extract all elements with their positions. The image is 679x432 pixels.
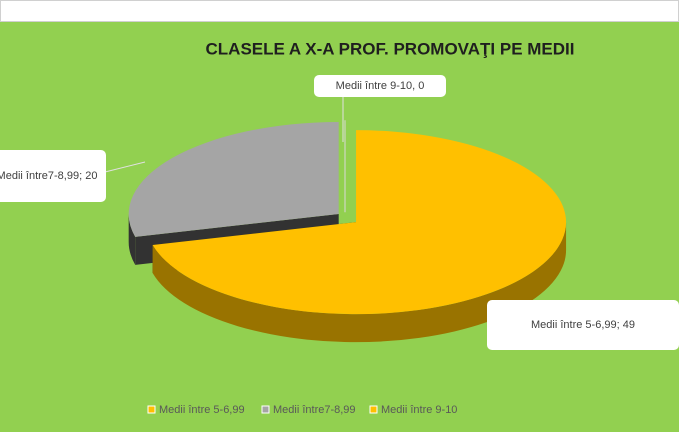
data-label: Medii între 5-6,99; 49 bbox=[487, 300, 679, 350]
legend-label: Medii între7-8,99 bbox=[273, 404, 356, 416]
legend-label: Medii între 9-10 bbox=[381, 404, 457, 416]
legend-label: Medii între 5-6,99 bbox=[159, 404, 245, 416]
data-label: Medii între7-8,99; 20 bbox=[0, 150, 106, 202]
leader-line bbox=[104, 161, 146, 173]
top-bar bbox=[0, 0, 679, 22]
slice-side bbox=[152, 222, 567, 343]
slice-side bbox=[128, 214, 136, 265]
legend-swatch bbox=[147, 405, 156, 414]
legend-swatch bbox=[369, 405, 378, 414]
chart-title: CLASELE A X-A PROF. PROMOVAŢI PE MEDII bbox=[206, 39, 575, 58]
slice-top bbox=[152, 130, 567, 315]
legend-swatch bbox=[261, 405, 270, 414]
data-label: Medii între 9-10, 0 bbox=[314, 75, 446, 97]
pie-slice bbox=[152, 130, 567, 343]
pie bbox=[128, 120, 567, 343]
slice-top bbox=[128, 122, 339, 237]
